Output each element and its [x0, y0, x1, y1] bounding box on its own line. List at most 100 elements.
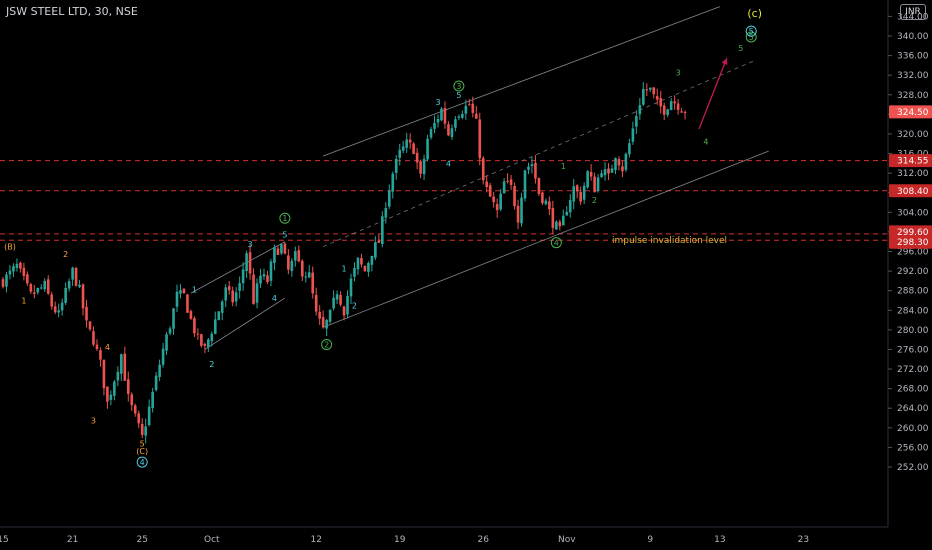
candle-body: [60, 302, 64, 311]
candle-body: [624, 153, 628, 170]
candle-body: [579, 191, 582, 202]
candle-body: [140, 423, 144, 435]
candle-body: [659, 98, 663, 107]
candle-body: [575, 185, 579, 192]
candle-body: [273, 247, 276, 264]
candle-body: [266, 275, 269, 283]
wave-label-circle: [453, 80, 465, 92]
currency-badge[interactable]: INR: [900, 4, 926, 20]
candle-body: [19, 262, 22, 269]
candle-body: [26, 274, 29, 284]
candle-body: [71, 267, 74, 280]
x-tick-label: 9: [647, 535, 653, 545]
candle-body: [648, 87, 652, 90]
candle-body: [509, 179, 513, 185]
candle-body: [120, 354, 123, 374]
candle-body: [325, 319, 328, 329]
y-tick-label: 288.00: [897, 287, 929, 297]
candle-body: [589, 171, 593, 177]
candle-body: [234, 292, 238, 302]
wave-label: 5: [282, 230, 287, 239]
candle-body: [224, 287, 228, 301]
candle-body: [46, 279, 50, 294]
candle-body: [426, 138, 429, 160]
candle-body: [635, 116, 638, 127]
candle-body: [607, 168, 610, 174]
candle-body: [447, 124, 450, 136]
candle-body: [339, 294, 342, 305]
candle-body: [12, 266, 15, 272]
candle-body: [123, 353, 127, 381]
arrow-shaft: [698, 57, 728, 130]
wave-label: 2: [209, 360, 214, 369]
y-tick-label: 268.00: [897, 385, 929, 395]
candle-body: [151, 391, 154, 409]
candle-body: [245, 253, 248, 272]
wave-label: 5: [749, 27, 754, 36]
candle-body: [85, 306, 88, 321]
candle-body: [471, 103, 475, 113]
wave-label: 2: [592, 196, 597, 205]
y-tick-label: 280.00: [897, 326, 929, 336]
candle-body: [5, 274, 8, 287]
annotation-text: impulse invalidation level: [612, 236, 727, 246]
candle-body: [15, 263, 19, 268]
candle-body: [92, 331, 95, 345]
candle-body: [335, 294, 339, 300]
channel-lines: [190, 6, 769, 350]
candle-body: [307, 272, 311, 278]
candle-body: [642, 89, 645, 105]
candle-body: [182, 288, 186, 293]
candle-body: [628, 143, 631, 155]
candle-body: [412, 143, 415, 155]
candle-body: [172, 308, 175, 329]
x-axis: 15 21 25 Oct 12 19 26 Nov 9 13 23: [0, 526, 888, 545]
candle-body: [39, 287, 43, 289]
candle-body: [516, 205, 520, 223]
price-tag-label: 308.40: [897, 187, 929, 197]
x-tick-label: Oct: [204, 535, 220, 545]
candle-body: [408, 139, 412, 143]
y-tick-label: 340.00: [897, 32, 929, 42]
candle-body: [203, 343, 207, 346]
candle-body: [485, 181, 489, 188]
y-tick-label: 264.00: [897, 404, 929, 414]
y-tick-label: 260.00: [897, 424, 929, 434]
wave-label: (C): [136, 447, 148, 456]
candle-body: [81, 284, 85, 309]
x-tick-label: 12: [310, 535, 321, 545]
candle-body: [464, 105, 468, 114]
candle-body: [662, 105, 666, 115]
candle-body: [126, 379, 130, 394]
candle-body: [680, 111, 683, 113]
candle-body: [252, 274, 255, 304]
y-tick-label: 276.00: [897, 345, 929, 355]
candle-body: [154, 375, 158, 391]
candle-body: [276, 248, 280, 255]
wave-label: 1: [282, 214, 287, 223]
candle-body: [269, 261, 273, 281]
candle-body: [57, 310, 60, 313]
candle-body: [113, 381, 116, 396]
candle-body: [468, 104, 471, 106]
y-tick-label: 344.00: [897, 12, 929, 22]
y-tick-label: 256.00: [897, 443, 929, 453]
candle-body: [280, 244, 283, 254]
candle-body: [513, 185, 516, 207]
x-tick-label: 23: [798, 535, 809, 545]
candle-body: [314, 294, 318, 312]
candle-body: [381, 216, 384, 245]
candle-body: [461, 113, 464, 118]
y-tick-label: 336.00: [897, 52, 929, 62]
trend-channel-line: [323, 6, 721, 157]
trend-channel-line: [190, 241, 286, 294]
y-tick-label: 304.00: [897, 208, 929, 218]
candle-body: [561, 215, 565, 226]
candle-body: [53, 306, 57, 313]
candle-body: [99, 350, 102, 360]
wave-label: (c): [747, 7, 762, 20]
x-tick-label: 26: [478, 535, 490, 545]
candle-body: [506, 180, 509, 182]
